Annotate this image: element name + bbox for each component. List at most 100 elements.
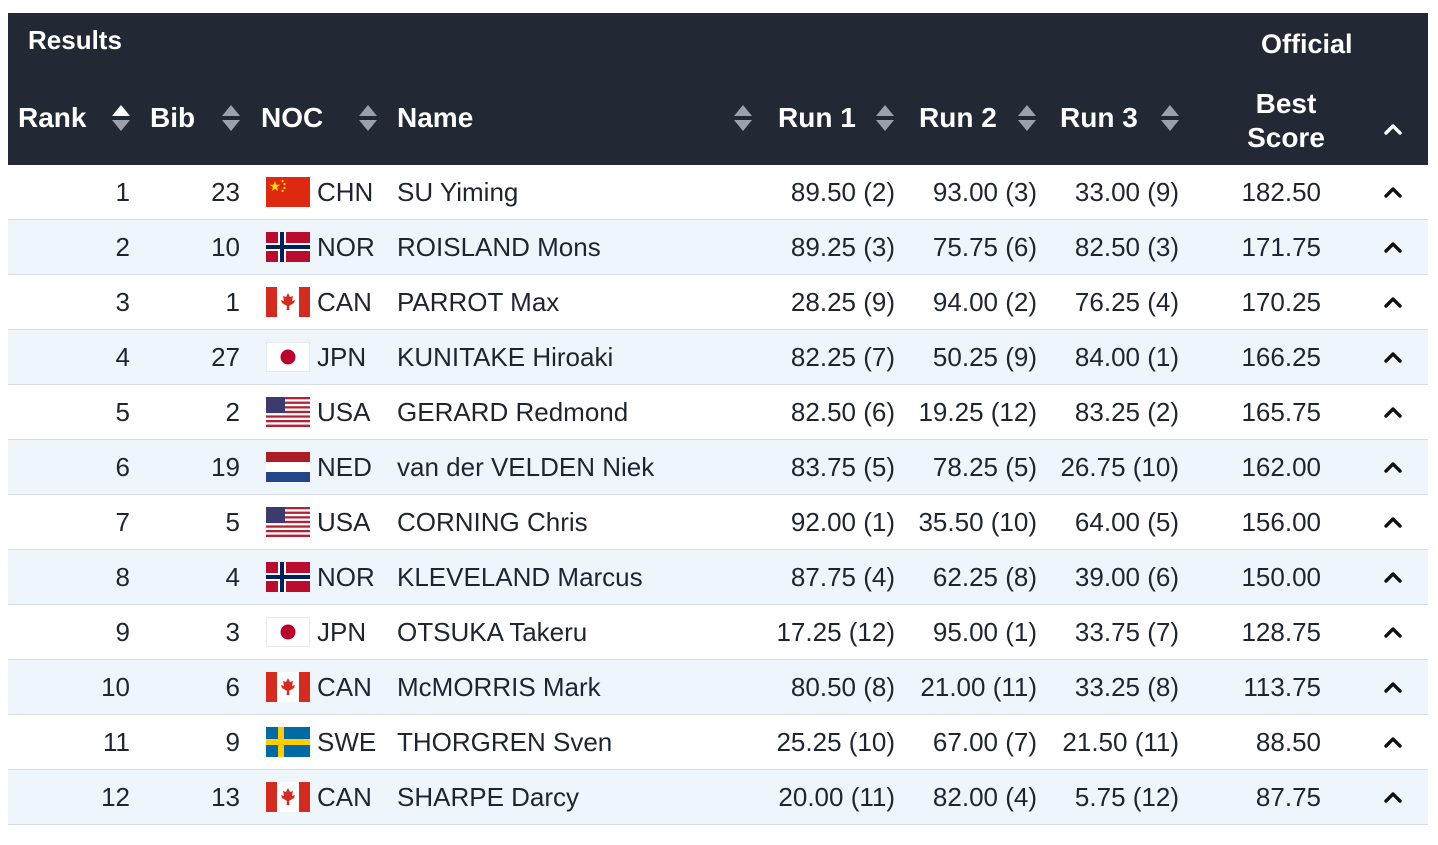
- bib-cell: 9: [225, 727, 240, 757]
- table-row[interactable]: 8 4 NOR KLEVELAND Marcus 87.75 (4) 62.25 (8) 3…: [8, 550, 1428, 605]
- expand-row-chevron-up-icon[interactable]: [1382, 787, 1404, 807]
- table-row[interactable]: 4 27 JPN KUNITAKE Hiroaki 82.25 (7) 50.25 (9)…: [8, 330, 1428, 385]
- bib-column-header[interactable]: Bib: [150, 102, 196, 133]
- expand-row-chevron-up-icon[interactable]: [1382, 732, 1404, 752]
- table-row[interactable]: 10 6 CAN McMORRIS Mark 80.50 (8) 21.00 (11) 33…: [8, 660, 1428, 715]
- run3-cell: 33.25 (8): [1074, 672, 1179, 702]
- run2-cell: 21.00 (11): [920, 672, 1037, 702]
- table-row[interactable]: 11 9 SWE THORGREN Sven 25.25 (10) 67.00 (7) 21…: [8, 715, 1428, 770]
- rank-cell: 11: [103, 727, 130, 757]
- noc-cell: USA: [317, 507, 371, 537]
- norway-flag-icon: [266, 232, 310, 262]
- table-row[interactable]: 3 1 CAN PARROT Max 28.25 (9) 94.00 (2) 76.25 (…: [8, 275, 1428, 330]
- run3-cell: 39.00 (6): [1074, 562, 1179, 592]
- expand-row-chevron-up-icon[interactable]: [1382, 567, 1404, 587]
- bib-sort-icon[interactable]: [222, 105, 240, 133]
- best-score-cell: 165.75: [1241, 397, 1321, 427]
- expand-row-chevron-up-icon[interactable]: [1382, 512, 1404, 532]
- best-score-cell: 162.00: [1241, 452, 1321, 482]
- results-table: Results Official Rank Bib NOC Name Run 1…: [8, 13, 1428, 825]
- canada-flag-icon: [266, 672, 310, 702]
- table-row[interactable]: 1 23 CHN SU Yiming 89.50 (2) 93.00 (3) 33.00 (…: [8, 165, 1428, 220]
- expand-row-chevron-up-icon[interactable]: [1382, 182, 1404, 202]
- athlete-name-cell: SU Yiming: [397, 177, 519, 207]
- netherlands-flag-icon: [266, 452, 310, 482]
- run2-column-header[interactable]: Run 2: [919, 102, 997, 133]
- norway-flag-icon: [266, 562, 310, 592]
- athlete-name-cell: OTSUKA Takeru: [397, 617, 588, 647]
- run1-column-header[interactable]: Run 1: [778, 102, 856, 133]
- bib-cell: 3: [225, 617, 240, 647]
- expand-row-chevron-up-icon[interactable]: [1382, 402, 1404, 422]
- noc-cell: JPN: [317, 342, 367, 372]
- bib-cell: 27: [211, 342, 240, 372]
- collapse-all-chevron-up-icon[interactable]: [1383, 119, 1403, 139]
- table-row[interactable]: 7 5 USA CORNING Chris 92.00 (1) 35.50 (10) 64.…: [8, 495, 1428, 550]
- best-score-cell: 171.75: [1241, 232, 1321, 262]
- run2-cell: 19.25 (12): [918, 397, 1037, 427]
- rank-cell: 3: [115, 287, 130, 317]
- expand-row-chevron-up-icon[interactable]: [1382, 237, 1404, 257]
- table-row[interactable]: 9 3 JPN OTSUKA Takeru 17.25 (12) 95.00 (1) 33.…: [8, 605, 1428, 660]
- best-score-label-line1: Best: [1255, 88, 1317, 119]
- athlete-name-cell: CORNING Chris: [397, 507, 588, 537]
- noc-cell: CAN: [317, 672, 372, 702]
- bib-cell: 13: [211, 782, 240, 812]
- noc-sort-icon[interactable]: [359, 105, 377, 133]
- expand-row-chevron-up-icon[interactable]: [1382, 292, 1404, 312]
- run3-column-header[interactable]: Run 3: [1060, 102, 1138, 133]
- table-row[interactable]: 6 19 NED van der VELDEN Niek 83.75 (5) 78.25 …: [8, 440, 1428, 495]
- best-score-cell: 156.00: [1241, 507, 1321, 537]
- usa-flag-icon: [266, 507, 310, 537]
- run3-cell: 21.50 (11): [1062, 727, 1179, 757]
- table-row[interactable]: 12 13 CAN SHARPE Darcy 20.00 (11) 82.00 (4) 5.…: [8, 770, 1428, 825]
- rank-column-header[interactable]: Rank: [18, 102, 87, 133]
- bib-cell: 19: [211, 452, 240, 482]
- bib-cell: 4: [225, 562, 240, 592]
- rank-cell: 7: [115, 507, 130, 537]
- noc-cell: NED: [317, 452, 372, 482]
- name-column-header[interactable]: Name: [397, 102, 474, 133]
- run1-cell: 83.75 (5): [790, 452, 895, 482]
- run1-sort-icon[interactable]: [876, 105, 894, 133]
- run1-cell: 82.50 (6): [790, 397, 895, 427]
- best-score-column-header[interactable]: Best Score: [1241, 87, 1331, 155]
- rank-sort-icon[interactable]: [112, 105, 130, 133]
- run1-cell: 17.25 (12): [776, 617, 895, 647]
- rank-cell: 9: [115, 617, 130, 647]
- run3-cell: 33.00 (9): [1074, 177, 1179, 207]
- run1-cell: 87.75 (4): [790, 562, 895, 592]
- noc-column-header[interactable]: NOC: [261, 102, 324, 133]
- best-score-cell: 128.75: [1241, 617, 1321, 647]
- run3-sort-icon[interactable]: [1161, 105, 1179, 133]
- run2-cell: 95.00 (1): [932, 617, 1037, 647]
- table-row[interactable]: 5 2 USA GERARD Redmond 82.50 (6) 19.25 (12) 83…: [8, 385, 1428, 440]
- rank-cell: 6: [115, 452, 130, 482]
- best-score-label-line2: Score: [1247, 122, 1325, 153]
- expand-row-chevron-up-icon[interactable]: [1382, 622, 1404, 642]
- expand-row-chevron-up-icon[interactable]: [1382, 347, 1404, 367]
- run2-sort-icon[interactable]: [1018, 105, 1036, 133]
- athlete-name-cell: THORGREN Sven: [397, 727, 613, 757]
- expand-row-chevron-up-icon[interactable]: [1382, 457, 1404, 477]
- best-score-cell: 150.00: [1241, 562, 1321, 592]
- run1-cell: 92.00 (1): [790, 507, 895, 537]
- run2-cell: 67.00 (7): [932, 727, 1037, 757]
- run2-cell: 35.50 (10): [918, 507, 1037, 537]
- noc-cell: USA: [317, 397, 371, 427]
- bib-cell: 1: [225, 287, 240, 317]
- run2-cell: 75.75 (6): [932, 232, 1037, 262]
- table-row[interactable]: 2 10 NOR ROISLAND Mons 89.25 (3) 75.75 (6) 82.…: [8, 220, 1428, 275]
- noc-cell: SWE: [317, 727, 377, 757]
- best-score-cell: 113.75: [1243, 672, 1321, 702]
- table-header: Results Official Rank Bib NOC Name Run 1…: [8, 13, 1428, 165]
- sweden-flag-icon: [266, 727, 310, 757]
- athlete-name-cell: SHARPE Darcy: [397, 782, 580, 812]
- japan-flag-icon: [266, 342, 310, 372]
- run2-cell: 82.00 (4): [932, 782, 1037, 812]
- athlete-name-cell: van der VELDEN Niek: [397, 452, 655, 482]
- name-sort-icon[interactable]: [734, 105, 752, 133]
- expand-row-chevron-up-icon[interactable]: [1382, 677, 1404, 697]
- run2-cell: 50.25 (9): [932, 342, 1037, 372]
- noc-cell: CAN: [317, 782, 372, 812]
